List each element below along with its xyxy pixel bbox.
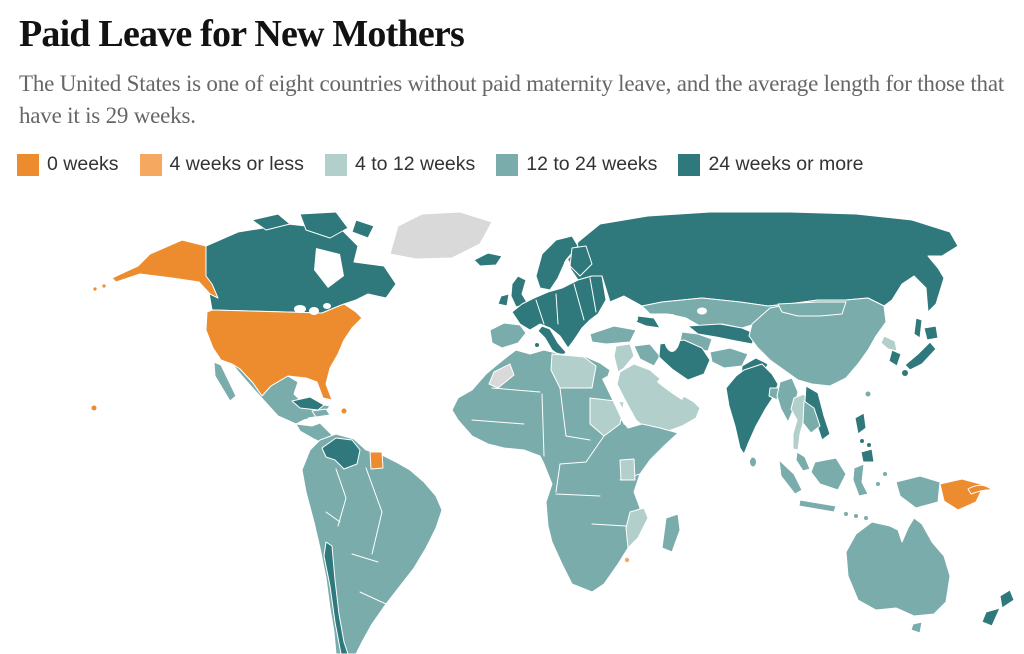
- legend-item-4-weeks-or-less: 4 weeks or less: [139, 153, 304, 176]
- legend-label-4-weeks-or-less: 4 weeks or less: [169, 153, 304, 176]
- legend: 0 weeks 4 weeks or less 4 to 12 weeks 12…: [17, 153, 1024, 176]
- region-malaysia: [795, 451, 811, 472]
- persian-gulf: [657, 378, 685, 400]
- country-borders-europe: [535, 277, 597, 325]
- header: Paid Leave for New Mothers The United St…: [0, 0, 1024, 131]
- baltic-sea: [562, 260, 572, 290]
- region-philippines: [854, 412, 875, 463]
- caspian-sea: [663, 314, 681, 352]
- world-map-svg: [91, 212, 1015, 654]
- region-jamaica: [304, 415, 308, 419]
- country-borders-south-america: [325, 467, 387, 605]
- region-hawaii: [91, 405, 97, 411]
- legend-swatch-24-weeks-or-more: [678, 153, 701, 176]
- region-usa: [205, 303, 363, 401]
- region-iraq: [633, 343, 661, 367]
- region-mozambique: [625, 507, 649, 549]
- region-levant: [613, 343, 635, 373]
- region-western-sahara: [488, 363, 515, 389]
- region-caucasus: [635, 315, 661, 329]
- region-canada: [205, 212, 397, 314]
- region-iberia: [489, 322, 527, 349]
- region-caribbean-island: [341, 408, 347, 414]
- region-cuba: [291, 396, 325, 411]
- region-chile: [323, 541, 349, 654]
- region-finland: [569, 245, 593, 277]
- great-lakes: [309, 307, 319, 315]
- region-afghanistan: [709, 347, 749, 369]
- region-south-korea: [888, 349, 902, 367]
- country-borders-africa: [471, 387, 641, 527]
- red-sea: [602, 376, 629, 425]
- aral-sea: [697, 307, 707, 315]
- region-eswatini: [624, 557, 630, 563]
- black-sea: [604, 312, 638, 326]
- region-iceland: [473, 252, 503, 267]
- legend-item-12-to-24-weeks: 12 to 24 weeks: [496, 153, 657, 176]
- legend-label-24-weeks-or-more: 24 weeks or more: [708, 153, 864, 176]
- region-india: [725, 363, 779, 455]
- region-new-zealand: [981, 589, 1015, 627]
- region-libya: [550, 353, 597, 389]
- region-united-kingdom: [510, 275, 529, 308]
- region-japan: [902, 325, 939, 376]
- legend-item-0-weeks: 0 weeks: [17, 153, 119, 176]
- region-ireland: [497, 293, 510, 307]
- region-uganda: [619, 458, 636, 481]
- legend-swatch-4-to-12-weeks: [324, 153, 347, 176]
- legend-item-4-to-12-weeks: 4 to 12 weeks: [324, 153, 476, 176]
- region-sri-lanka: [750, 457, 756, 467]
- region-australia: [845, 517, 951, 617]
- region-greenland: [389, 212, 493, 260]
- region-cambodia-laos: [802, 400, 821, 434]
- region-venezuela: [321, 437, 361, 470]
- legend-item-24-weeks-or-more: 24 weeks or more: [678, 153, 863, 176]
- region-arabia: [616, 363, 701, 435]
- legend-label-4-to-12-weeks: 4 to 12 weeks: [354, 153, 476, 176]
- region-indonesia: [778, 457, 887, 520]
- region-mongolia: [777, 301, 847, 317]
- region-madagascar: [661, 513, 681, 553]
- region-bangladesh: [768, 387, 780, 401]
- region-north-korea: [880, 335, 898, 352]
- world-map: [0, 212, 1024, 654]
- great-lakes: [294, 305, 306, 313]
- region-alaska: [93, 239, 219, 299]
- legend-swatch-0-weeks: [17, 153, 39, 176]
- page-subtitle: The United States is one of eight countr…: [19, 70, 1005, 128]
- region-central-asia: [687, 323, 757, 345]
- region-taiwan: [865, 391, 871, 397]
- region-sakhalin: [913, 317, 923, 339]
- region-hispaniola: [311, 408, 331, 418]
- region-china: [748, 297, 887, 387]
- region-tasmania: [910, 621, 923, 634]
- region-turkey: [589, 325, 637, 345]
- legend-swatch-12-to-24-weeks: [496, 153, 519, 176]
- legend-label-0-weeks: 0 weeks: [47, 153, 119, 176]
- region-europe: [511, 275, 607, 349]
- region-suriname: [369, 451, 384, 470]
- hudson-bay: [314, 248, 344, 288]
- region-myanmar: [776, 377, 799, 423]
- region-russia: [565, 212, 959, 313]
- great-lakes: [323, 303, 331, 309]
- legend-label-12-to-24-weeks: 12 to 24 weeks: [526, 153, 658, 176]
- legend-swatch-4-weeks-or-less: [139, 153, 162, 176]
- region-papua-new-guinea: [939, 478, 993, 511]
- region-west-new-guinea: [895, 475, 941, 509]
- page-title: Paid Leave for New Mothers: [19, 13, 465, 55]
